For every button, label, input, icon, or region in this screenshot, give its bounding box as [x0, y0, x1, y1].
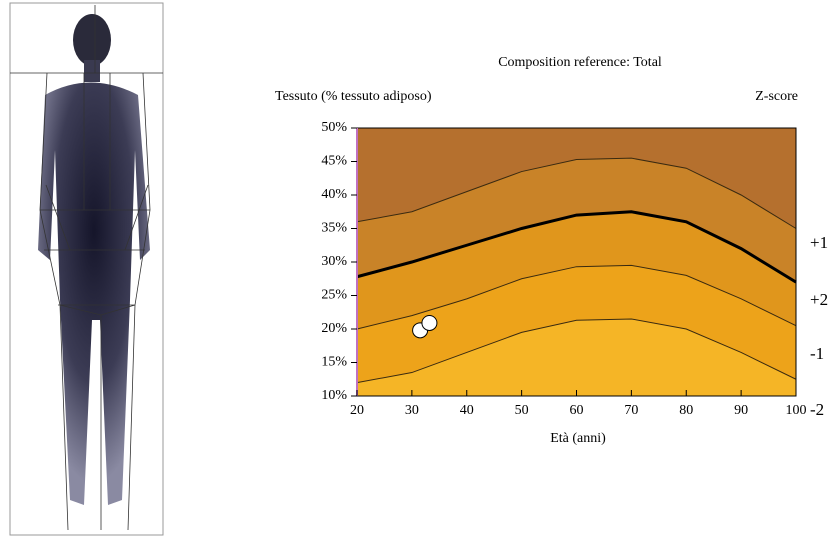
y-tick-label: 45%: [321, 154, 347, 169]
patient-point: [422, 315, 437, 330]
y-tick-label: 40%: [321, 187, 347, 202]
x-tick-label: 70: [624, 403, 638, 418]
x-tick-label: 40: [460, 403, 474, 418]
zscore-label: +2: [810, 290, 828, 309]
body-scan: [10, 3, 163, 535]
y-axis-label: Tessuto (% tessuto adiposo): [275, 89, 432, 104]
x-tick-label: 60: [570, 403, 584, 418]
y-tick-label: 15%: [321, 355, 347, 370]
y-tick-label: 10%: [321, 388, 347, 403]
zscore-label: +1: [810, 233, 828, 252]
y2-axis-label: Z-score: [755, 89, 798, 104]
zscore-label: -2: [810, 400, 824, 419]
y-tick-label: 50%: [321, 120, 347, 135]
y-tick-label: 30%: [321, 254, 347, 269]
x-tick-label: 80: [679, 403, 693, 418]
y-tick-label: 25%: [321, 288, 347, 303]
x-tick-label: 30: [405, 403, 419, 418]
x-tick-label: 50: [515, 403, 529, 418]
x-axis-label: Età (anni): [550, 431, 606, 446]
zscore-label: -1: [810, 344, 824, 363]
report: Composition reference: Total Tessuto (% …: [0, 0, 840, 536]
x-tick-label: 20: [350, 403, 364, 418]
x-tick-label: 90: [734, 403, 748, 418]
y-tick-label: 35%: [321, 221, 347, 236]
x-tick-label: 100: [786, 403, 807, 418]
chart-title: Composition reference: Total: [498, 55, 662, 70]
y-tick-label: 20%: [321, 321, 347, 336]
